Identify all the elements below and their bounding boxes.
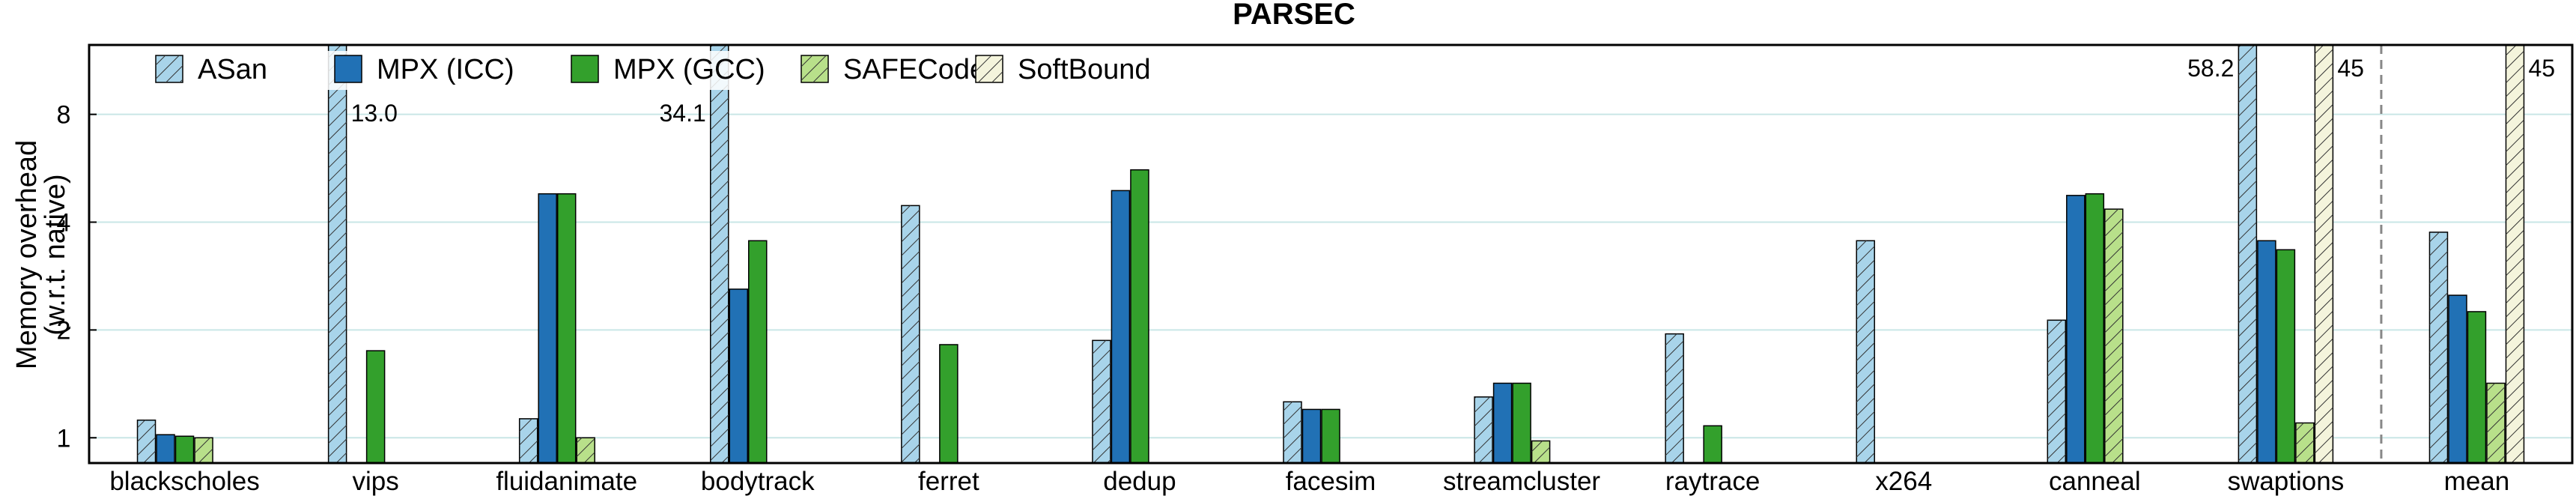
bar	[729, 288, 749, 463]
clipped-value-label: 45	[2337, 55, 2364, 82]
chart-title: PARSEC	[1233, 0, 1355, 31]
legend-label: MPX (ICC)	[377, 54, 514, 85]
legend-swatch	[334, 55, 362, 83]
bar	[2066, 195, 2086, 463]
bar	[2276, 249, 2296, 463]
bar	[1512, 382, 1531, 463]
bar-hatch	[2295, 423, 2314, 463]
x-tick-label: swaptions	[2228, 467, 2345, 496]
legend-label: ASan	[198, 54, 267, 85]
y-axis-label: Memory overhead (w.r.t. native)	[11, 140, 71, 369]
y-tick-label: 8	[57, 101, 71, 130]
bar	[1321, 408, 1340, 463]
bar-hatch	[1531, 441, 1550, 463]
bar-hatch	[1856, 241, 1875, 463]
bar-hatch	[1284, 402, 1301, 463]
bar	[538, 193, 557, 463]
bar-hatch	[2238, 45, 2257, 463]
bar-hatch	[901, 205, 920, 463]
legend-swatch-hatch	[156, 55, 183, 82]
legend-swatch-hatch	[801, 55, 828, 82]
x-tick-label: mean	[2444, 467, 2510, 496]
x-tick-label: fluidanimate	[496, 467, 637, 496]
bar-hatch	[710, 45, 729, 463]
bar	[156, 434, 175, 463]
bars	[136, 45, 2525, 463]
x-tick-label: raytrace	[1665, 467, 1760, 496]
bar	[1492, 382, 1513, 463]
y-tick-label: 1	[57, 424, 71, 453]
bar	[939, 344, 959, 463]
x-tick-label: bodytrack	[701, 467, 815, 496]
grid-lines	[89, 113, 2572, 439]
x-tick-label: ferret	[918, 467, 979, 496]
legend-swatch	[571, 55, 599, 83]
bar-hatch	[328, 45, 347, 463]
bar-hatch	[2104, 209, 2123, 463]
bar	[1703, 425, 1722, 463]
x-tick-label: facesim	[1286, 467, 1376, 496]
bar-hatch	[577, 438, 595, 463]
clipped-value-label: 45	[2528, 55, 2555, 82]
bar-hatch	[2047, 320, 2066, 463]
bar-hatch	[519, 418, 538, 463]
y-tick-label: 4	[57, 209, 71, 238]
x-tick-label: blackscholes	[109, 467, 259, 496]
x-tick-label: streamcluster	[1443, 467, 1600, 496]
y-axis-label-line1: Memory overhead	[11, 140, 43, 369]
bar	[1301, 408, 1322, 463]
bar	[2467, 311, 2487, 463]
bar	[365, 350, 386, 463]
bar-hatch	[2486, 383, 2505, 463]
legend-label: SoftBound	[1018, 54, 1150, 85]
bar-hatch	[2429, 232, 2448, 463]
x-tick-label: canneal	[2049, 467, 2141, 496]
y-axis-ticks: 1 2 4 8	[57, 101, 97, 453]
bar	[2448, 294, 2467, 463]
y-axis-label-line2: (w.r.t. native)	[40, 174, 71, 335]
x-axis-categories: blackscholes vips fluidanimate bodytrack fer…	[109, 467, 2509, 496]
bar	[1111, 190, 1131, 463]
bar-hatch	[1474, 396, 1493, 463]
x-tick-label: dedup	[1103, 467, 1176, 496]
bar	[1130, 169, 1149, 463]
y-tick-label: 2	[57, 316, 71, 345]
bar-hatch	[1092, 340, 1111, 463]
bar	[2085, 193, 2105, 463]
x-tick-label: vips	[352, 467, 398, 496]
legend: ASan MPX (ICC) MPX (GCC) SAFECode SoftBound	[139, 51, 1390, 90]
x-tick-label: x264	[1875, 467, 1932, 496]
bar-hatch	[1665, 333, 1684, 463]
bar	[748, 240, 768, 463]
plot-frame	[88, 43, 2574, 465]
clipped-value-label: 13.0	[351, 100, 398, 127]
bar-hatch	[195, 438, 213, 463]
legend-label: SAFECode	[843, 54, 985, 85]
bar	[2257, 240, 2276, 463]
clipped-value-label: 34.1	[659, 100, 705, 127]
bar	[174, 435, 195, 463]
bar-hatch	[137, 420, 156, 463]
bar-hatch	[2506, 45, 2524, 463]
legend-label: MPX (GCC)	[613, 54, 765, 85]
bar	[556, 193, 577, 463]
bar-hatch	[2315, 45, 2333, 463]
legend-swatch-hatch	[976, 55, 1003, 82]
clipped-value-label: 58.2	[2187, 55, 2234, 82]
clipped-value-labels: 13.0 34.1 58.2 45 45	[351, 55, 2555, 127]
